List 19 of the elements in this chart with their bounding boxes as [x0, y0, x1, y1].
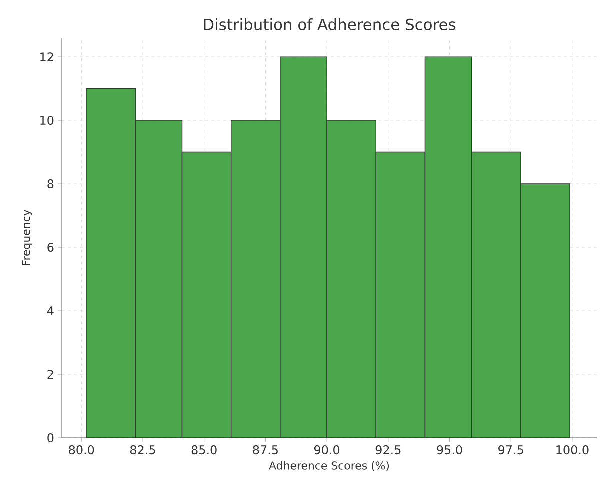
y-tick-label: 2 — [48, 370, 54, 379]
x-axis-title: Adherence Scores (%) — [269, 461, 390, 472]
x-tick-label: 92.5 — [376, 446, 401, 455]
x-tick-label: 85.0 — [192, 446, 217, 455]
chart-title: Distribution of Adherence Scores — [204, 18, 456, 30]
y-tick-label: 0 — [48, 433, 54, 443]
x-tick-label: 95.0 — [437, 446, 462, 455]
y-tick-label: 6 — [48, 243, 54, 252]
x-tick-label: 90.0 — [314, 446, 340, 455]
x-tick-label: 100.0 — [556, 446, 589, 455]
x-tick-label: 80.0 — [69, 446, 94, 455]
x-tick-label: 82.5 — [130, 446, 156, 455]
y-tick-label: 10 — [40, 116, 54, 126]
x-tick-label: 87.5 — [253, 446, 278, 455]
y-tick-label: 4 — [47, 306, 54, 316]
y-tick-label: 8 — [48, 180, 54, 189]
y-tick-label: 12 — [40, 52, 54, 62]
x-tick-label: 97.5 — [498, 446, 524, 455]
y-axis-title: Frequency — [22, 210, 32, 266]
